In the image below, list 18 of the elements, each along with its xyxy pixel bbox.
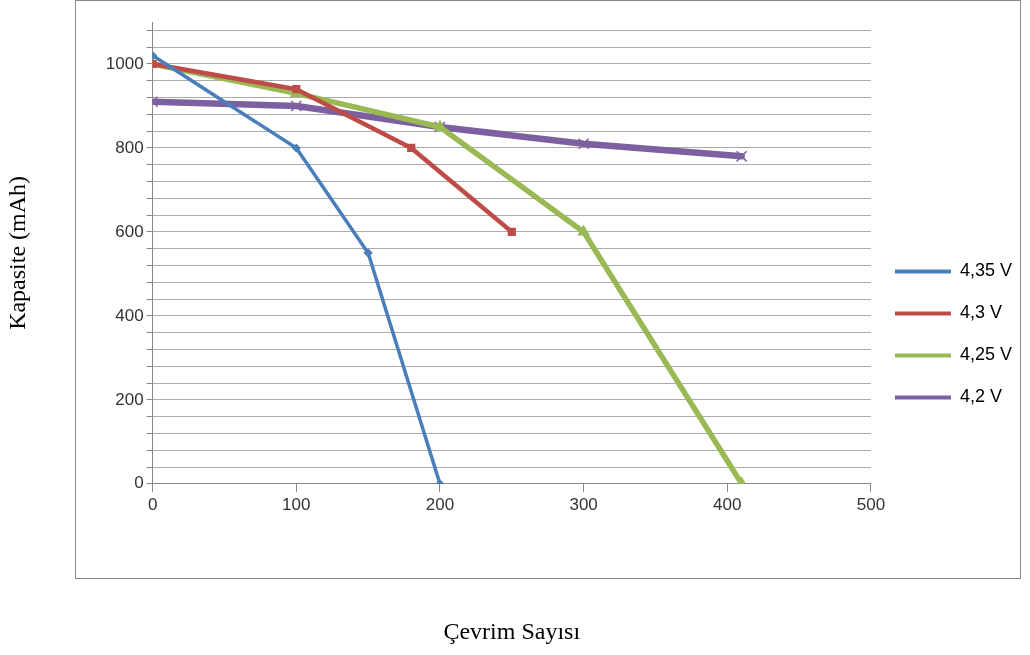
legend-label: 4,3 V [959, 302, 1002, 323]
legend-label: 4,2 V [959, 386, 1002, 407]
y-tick-label: 200 [115, 389, 144, 409]
x-tick-label: 400 [713, 494, 742, 514]
x-tick-label: 0 [147, 494, 158, 514]
y-tick-label: 0 [134, 473, 144, 493]
y-axis-title: Kapasite (mAh) [3, 175, 30, 330]
x-axis-title: Çevrim Sayısı [443, 617, 581, 644]
legend-label: 4,35 V [959, 260, 1013, 281]
x-tick-label: 500 [856, 494, 886, 514]
x-tick-label: 100 [282, 494, 311, 514]
y-tick-label: 800 [115, 137, 144, 157]
x-tick-label: 300 [569, 494, 598, 514]
y-tick-label: 400 [115, 305, 144, 325]
y-tick-label: 1000 [105, 53, 144, 73]
legend-label: 4,25 V [959, 344, 1013, 365]
y-tick-label: 600 [115, 221, 144, 241]
x-tick-label: 200 [425, 494, 455, 514]
